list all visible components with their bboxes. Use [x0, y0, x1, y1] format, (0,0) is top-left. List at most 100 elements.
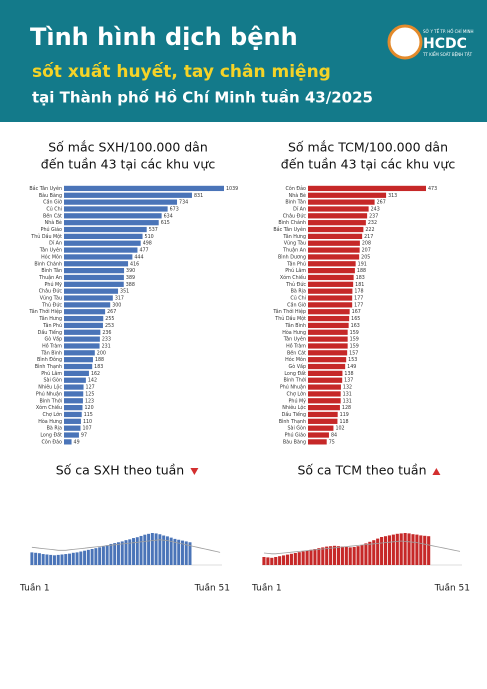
bar	[372, 540, 376, 565]
bar	[68, 553, 72, 565]
value-label: 157	[349, 350, 358, 356]
category-label: Bình Đông	[37, 356, 62, 363]
category-label: Bà Rịa	[291, 288, 306, 295]
bar	[116, 542, 120, 565]
category-label: Phú Giáo	[285, 432, 306, 439]
bar	[64, 185, 224, 192]
value-label: 205	[361, 254, 370, 260]
value-label: 153	[348, 357, 357, 363]
bar	[30, 552, 34, 565]
value-label: 473	[428, 186, 437, 192]
value-label: 137	[344, 378, 353, 384]
bar	[293, 553, 297, 565]
bar	[64, 363, 93, 370]
bar	[297, 552, 301, 565]
bar	[352, 547, 356, 565]
bar	[64, 240, 141, 246]
bar	[64, 384, 84, 390]
category-label: Bình Thới	[40, 397, 62, 404]
bar	[101, 546, 105, 565]
category-label: Củ Chi	[290, 295, 306, 302]
category-label: Bến Cát	[43, 212, 62, 219]
bar	[60, 554, 64, 565]
header-title: Tình hình dịch bệnh	[30, 23, 298, 51]
value-label: 232	[368, 220, 377, 226]
bar	[308, 268, 355, 274]
category-label: Tân Uyên	[39, 247, 62, 254]
category-label: Phú Giáo	[41, 226, 62, 233]
bar	[308, 281, 354, 287]
category-label: Côn Đảo	[286, 185, 307, 192]
trend-line	[263, 540, 461, 555]
category-label: Xóm Chiếu	[36, 404, 62, 411]
bar	[423, 535, 427, 565]
x-label-last: Tuần 51	[194, 583, 230, 594]
x-label-last: Tuần 51	[434, 583, 470, 594]
bar	[113, 543, 117, 565]
value-label: 200	[97, 350, 106, 356]
bar	[308, 220, 366, 226]
bar	[364, 543, 368, 565]
category-label: Bình Chánh	[278, 219, 306, 226]
bar	[64, 336, 100, 342]
bar	[308, 343, 348, 349]
value-label: 181	[355, 282, 364, 288]
bar	[64, 398, 83, 404]
bar	[308, 384, 341, 390]
category-label: Phú Nhuận	[280, 384, 306, 391]
category-label: Gò Vấp	[45, 336, 62, 343]
category-label: Côn Đảo	[42, 438, 63, 445]
bar	[308, 315, 350, 322]
bar	[86, 549, 90, 565]
bar	[64, 295, 113, 301]
chart-subtitle: đến tuần 43 tại các khu vực	[41, 157, 216, 172]
bar	[64, 226, 147, 233]
value-label: 243	[371, 206, 380, 212]
value-label: 177	[354, 302, 363, 308]
value-label: 128	[342, 405, 351, 411]
bar	[308, 370, 343, 376]
category-label: Dầu Tiếng	[38, 328, 62, 336]
value-label: 177	[354, 296, 363, 302]
trend-line	[31, 539, 221, 553]
category-label: Tân Phú	[42, 322, 62, 329]
bar	[165, 536, 169, 565]
chart-title: Số mắc SXH/100.000 dân	[48, 140, 208, 155]
category-label: Hồ Tràm	[42, 341, 62, 349]
value-label: 102	[335, 426, 344, 432]
category-label: Tân Bình	[284, 322, 306, 329]
bar	[308, 350, 348, 356]
bar	[395, 533, 399, 565]
value-label: 510	[145, 234, 154, 240]
bar	[75, 552, 79, 565]
value-label: 388	[126, 282, 135, 288]
category-label: Thuận An	[282, 247, 306, 254]
bar	[64, 309, 106, 315]
bar	[64, 274, 124, 281]
value-label: 734	[179, 200, 188, 206]
category-label: Dĩ An	[49, 241, 62, 247]
bar	[308, 439, 327, 445]
bar	[143, 534, 147, 565]
bar	[188, 542, 192, 565]
bar	[262, 557, 266, 565]
category-label: Sài Gòn	[287, 425, 306, 432]
category-label: Tân Bình	[40, 349, 62, 356]
category-label: Thủ Dầu Một	[30, 232, 62, 240]
bar	[180, 540, 184, 565]
value-label: 188	[357, 268, 366, 274]
value-label: 1039	[226, 186, 238, 192]
bar	[64, 405, 83, 411]
category-label: Nhiêu Lộc	[282, 404, 306, 411]
bar	[308, 418, 338, 424]
category-label: Thủ Đức	[41, 301, 62, 308]
bar	[64, 213, 162, 219]
bar	[64, 377, 86, 383]
category-label: Nhà Bè	[289, 192, 306, 199]
bar	[56, 554, 60, 565]
value-label: 477	[139, 248, 148, 254]
bar	[308, 254, 360, 260]
category-label: Bình Tân	[41, 267, 62, 274]
bar	[321, 547, 325, 565]
